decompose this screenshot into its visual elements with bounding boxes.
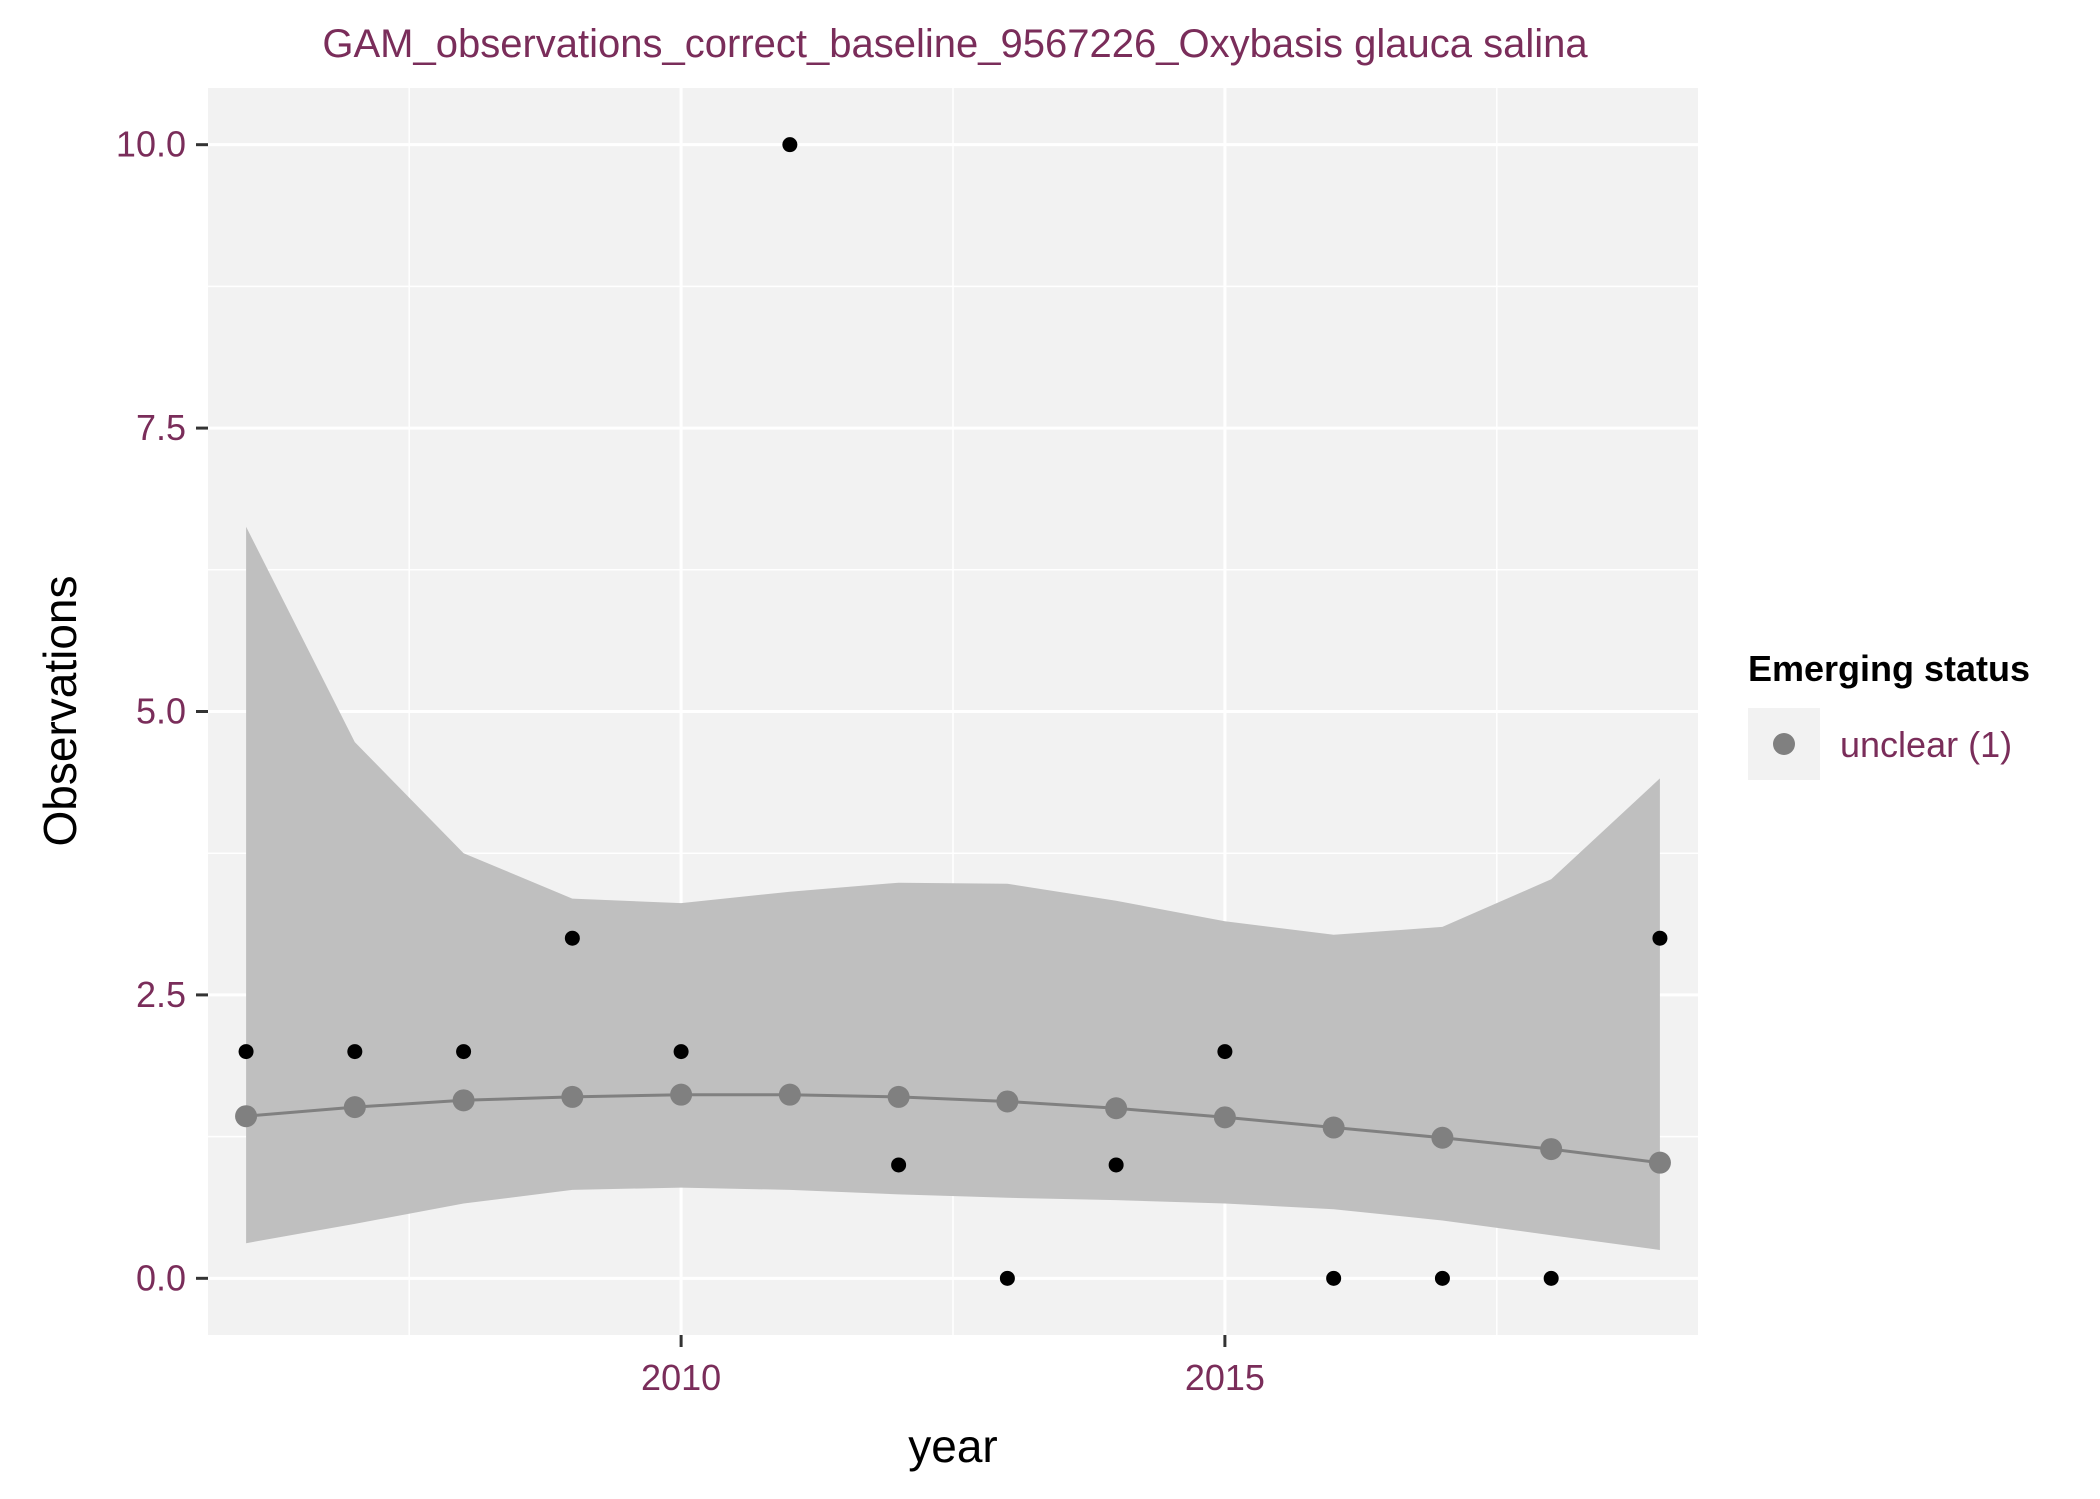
- x-tick-label: 2015: [1185, 1357, 1265, 1398]
- fit-point: [670, 1083, 693, 1106]
- observed-point: [1543, 1270, 1559, 1286]
- y-axis: 0.0 2.5 5.0 7.5 10.0: [116, 124, 208, 1298]
- fit-line: [245, 1093, 1661, 1165]
- y-axis-title: Observations: [34, 575, 86, 846]
- fit-point: [1648, 1151, 1671, 1174]
- observed-point: [1108, 1157, 1124, 1173]
- x-axis: 2010 2015: [641, 1335, 1265, 1398]
- observed-point: [456, 1044, 472, 1060]
- observed-point: [347, 1044, 363, 1060]
- fit-point: [1540, 1138, 1563, 1161]
- y-tick-label: 7.5: [136, 407, 186, 448]
- fit-point: [887, 1085, 910, 1108]
- x-tick-label: 2010: [641, 1357, 721, 1398]
- legend: Emerging status unclear (1): [1748, 648, 2030, 780]
- x-axis-title: year: [908, 1420, 997, 1472]
- confidence-ribbon: [246, 526, 1660, 1250]
- chart-title: GAM_observations_correct_baseline_956722…: [322, 22, 1588, 66]
- fit-point: [452, 1089, 475, 1112]
- legend-key-unclear: [1773, 733, 1795, 755]
- observed-point: [782, 137, 798, 153]
- legend-title: Emerging status: [1748, 648, 2030, 689]
- fit-point: [1431, 1126, 1454, 1149]
- observed-point: [1434, 1270, 1450, 1286]
- fit-point: [561, 1085, 584, 1108]
- fit-points: [235, 1083, 1671, 1174]
- y-tick-label: 5.0: [136, 691, 186, 732]
- observed-point: [891, 1157, 907, 1173]
- observed-point: [999, 1270, 1015, 1286]
- fit-point: [996, 1090, 1019, 1113]
- fit-point: [343, 1096, 366, 1119]
- observed-point: [673, 1044, 689, 1060]
- fit-point: [1213, 1106, 1236, 1129]
- y-tick-label: 2.5: [136, 974, 186, 1015]
- fit-point: [235, 1105, 258, 1128]
- observed-point: [564, 930, 580, 946]
- observed-point: [1652, 930, 1668, 946]
- fit-point: [1105, 1097, 1128, 1120]
- y-tick-label: 10.0: [116, 124, 186, 165]
- observed-points: [238, 137, 1668, 1286]
- legend-label-unclear: unclear (1): [1840, 724, 2012, 765]
- fit-point: [778, 1083, 801, 1106]
- observed-point: [1217, 1044, 1233, 1060]
- observed-point: [238, 1044, 254, 1060]
- observed-point: [1326, 1270, 1342, 1286]
- fit-point: [1322, 1116, 1345, 1139]
- y-tick-label: 0.0: [136, 1257, 186, 1298]
